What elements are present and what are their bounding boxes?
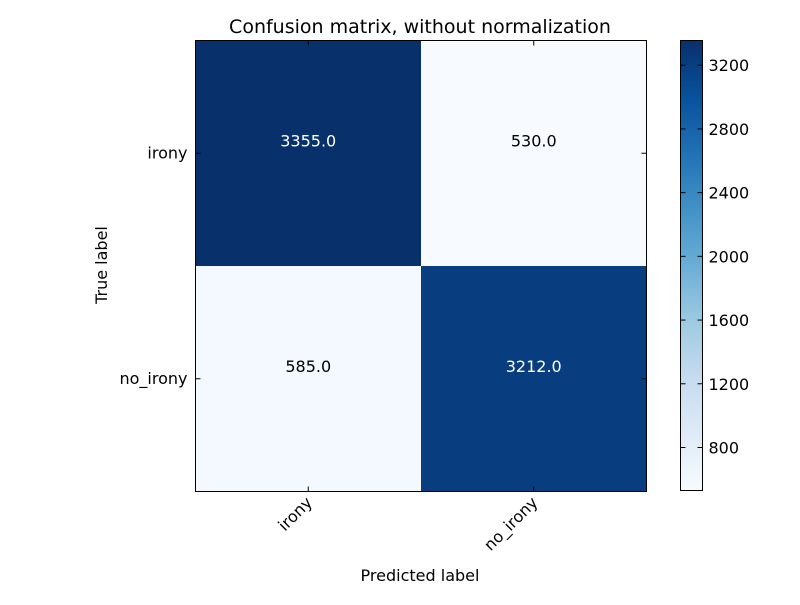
cell-value-label: 530.0 [511, 131, 557, 150]
heatmap-cell [195, 266, 421, 492]
heatmap-cell [421, 40, 647, 266]
colorbar-tick-label: 3200 [709, 56, 750, 75]
x-tick-label: no_irony [480, 493, 542, 555]
colorbar-tick-label: 800 [709, 438, 740, 457]
y-axis-label: True label [92, 226, 111, 305]
x-axis-label: Predicted label [361, 566, 480, 585]
colorbar [680, 40, 703, 491]
chart-title: Confusion matrix, without normalization [229, 16, 611, 38]
colorbar-ticks: 800 1200 1600 2000 2400 2800 3200 [680, 56, 750, 457]
plot-frame [195, 40, 647, 492]
cell-value-label: 3212.0 [506, 357, 562, 376]
colorbar-tick-label: 2800 [709, 120, 750, 139]
colorbar-tick-label: 1200 [709, 375, 750, 394]
heatmap-cell [421, 266, 647, 492]
y-tick-label: no_irony [120, 369, 188, 389]
cell-value-label: 3355.0 [280, 131, 336, 150]
heatmap-cell [195, 40, 421, 266]
heatmap-cells: 3355.0 530.0 585.0 3212.0 [195, 40, 647, 492]
colorbar-tick-label: 2000 [709, 247, 750, 266]
x-tick-label: irony [274, 493, 316, 535]
colorbar-tick-label: 2400 [709, 184, 750, 203]
cell-value-label: 585.0 [285, 357, 331, 376]
colorbar-tick-label: 1600 [709, 311, 750, 330]
y-tick-label: irony [147, 143, 187, 162]
